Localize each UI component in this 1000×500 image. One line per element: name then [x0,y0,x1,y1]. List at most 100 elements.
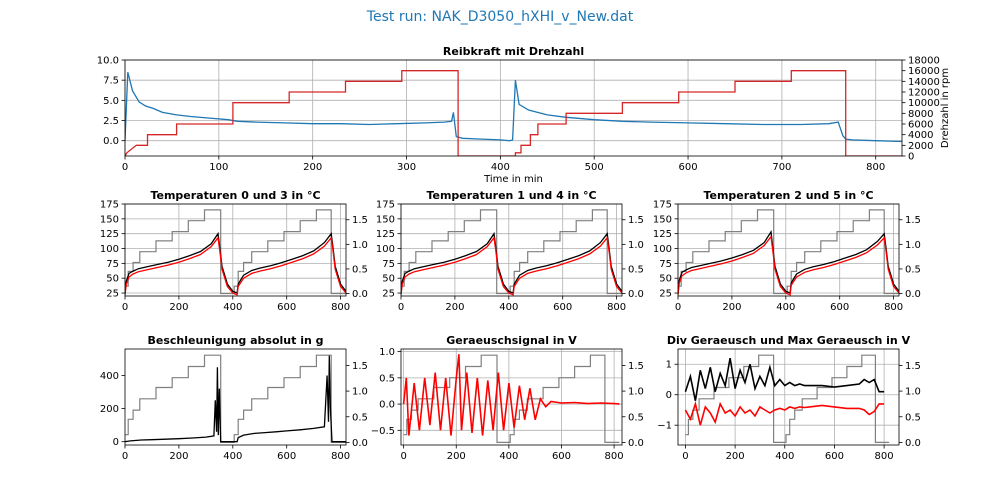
y-tick-label: 25 [659,289,672,300]
y-right-tick-label: 12000 [908,88,940,99]
series-line-0 [678,230,899,294]
x-tick-label: 800 [875,451,894,462]
y-right-tick-label: 1.5 [628,361,644,372]
step-profile-line [678,209,899,295]
y-right-tick-label: 1.5 [905,215,921,226]
plot-frame [124,203,347,297]
y-tick-label: 125 [653,229,672,240]
panel-title: Reibkraft mit Drehzahl [443,45,584,58]
series-line-1 [125,70,902,156]
y-tick-label: 75 [659,259,672,270]
chart-temp14: 0 200 400 600 800 25 50 75 100 125 150 175 0.0 0.5 1.0… [376,189,644,313]
y-tick-label: −1 [657,421,672,432]
x-tick-label: 400 [491,162,510,173]
panel-title: Temperaturen 0 und 3 in °C [150,189,320,202]
x-tick-label: 600 [678,162,697,173]
x-tick-label: 200 [447,451,466,462]
y-right-tick-label: 1.0 [628,240,644,251]
y-right-tick-label: 0.0 [905,289,921,300]
plot-frame [400,203,623,297]
series-line-0 [125,355,346,443]
x-tick-label: 0 [682,451,688,462]
y-tick-label: 125 [100,229,119,240]
series-line-0 [684,357,885,401]
y-right-tick-label: 1.0 [352,240,368,251]
y-right-tick-label: 0.5 [628,412,644,423]
plot-frame [400,348,623,446]
y-right-tick-label: 6000 [908,120,933,131]
x-tick-label: 600 [277,451,296,462]
chart-reibkraft: 0 100 200 300 400 500 600 700 800 0.0 2.5 5.0 7.5 10.… [97,45,951,185]
x-tick-label: 400 [499,451,518,462]
x-tick-label: 800 [331,451,350,462]
y-tick-label: 0 [666,390,672,401]
x-tick-label: 200 [726,451,745,462]
y-tick-label: 400 [100,371,119,382]
y-right-tick-label: 0.0 [905,438,921,449]
y-right-tick-label: 8000 [908,109,933,120]
x-tick-label: 800 [331,302,350,313]
series-line-0 [402,354,620,436]
y-tick-label: 0.0 [379,400,395,411]
x-tick-label: 800 [607,302,626,313]
y-tick-label: 150 [376,214,395,225]
panel-title: Temperaturen 2 und 5 in °C [703,189,873,202]
y-right-tick-label: 0.5 [905,264,921,275]
step-profile-line [403,354,620,443]
y-tick-label: 75 [106,259,119,270]
series-line-1 [678,234,899,296]
y-tick-label: 175 [100,200,119,211]
y-right-tick-label: 2000 [908,141,933,152]
series-line-1 [684,400,885,426]
y-right-tick-label: 0.0 [352,438,368,449]
x-tick-label: 400 [223,451,242,462]
y-tick-label: 50 [659,274,672,285]
x-tick-label: 0 [398,302,404,313]
x-tick-label: 200 [169,302,188,313]
y-tick-label: 100 [376,244,395,255]
y-right-tick-label: 0 [908,152,914,163]
y-right-tick-label: 0.5 [628,264,644,275]
y-tick-label: 75 [382,259,395,270]
x-tick-label: 0 [122,162,128,173]
y-tick-label: 0.0 [103,136,119,147]
y-right-tick-label: 0.5 [905,412,921,423]
y-tick-label: 150 [100,214,119,225]
y-tick-label: 25 [382,289,395,300]
y-right-tick-label: 4000 [908,130,933,141]
y-right-tick-label: 18000 [908,56,940,67]
y-tick-label: 2.5 [103,116,119,127]
x-tick-label: 400 [223,302,242,313]
y-tick-label: 125 [376,229,395,240]
y-right-tick-label: 16000 [908,66,940,77]
y-tick-label: 1 [666,360,672,371]
chart-temp25: 0 200 400 600 800 25 50 75 100 125 150 175 0.0 0.5 1.0… [653,189,921,313]
y-right-tick-label: 1.0 [905,240,921,251]
y-right-tick-label: 0.5 [352,264,368,275]
y-right-tick-label: 1.5 [352,215,368,226]
y-tick-label: −0.5 [371,426,395,437]
x-tick-label: 500 [585,162,604,173]
y-tick-label: 175 [653,200,672,211]
x-axis-label: Time in min [483,174,543,185]
x-tick-label: 800 [884,302,903,313]
y-tick-label: 7.5 [103,76,119,87]
x-tick-label: 0 [675,302,681,313]
series-line-0 [125,71,902,143]
x-tick-label: 300 [397,162,416,173]
y-tick-label: 0.5 [379,373,395,384]
y-right-tick-label: 0.0 [628,289,644,300]
y-tick-label: 100 [653,244,672,255]
step-profile-line [685,354,890,443]
y-right-tick-label: 0.5 [352,412,368,423]
step-profile-line [125,354,346,443]
chart-divgeraeusch: 0 200 400 600 800 −1 0 1 0.0 0.5 1.0 1.5 Div Geraeus… [657,334,921,462]
x-tick-label: 600 [825,451,844,462]
y-tick-label: 10.0 [97,56,119,67]
y-tick-label: 200 [100,404,119,415]
y-right-tick-label: 0.0 [628,438,644,449]
x-tick-label: 0 [400,451,406,462]
step-profile-line [125,209,346,295]
y-right-tick-label: 1.0 [905,387,921,398]
